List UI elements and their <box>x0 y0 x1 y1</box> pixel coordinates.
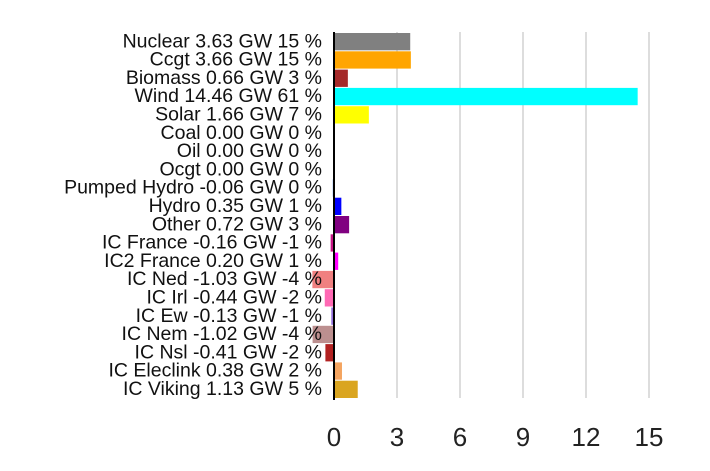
category-label: Solar 1.66 GW 7 % <box>155 104 322 126</box>
bar-ic-nem <box>312 325 334 344</box>
category-label: IC France -0.16 GW -1 % <box>102 232 322 254</box>
x-tick-label: 3 <box>390 422 404 452</box>
bar-ic-eleclink <box>334 362 342 380</box>
bar-ic-ew <box>331 307 334 325</box>
category-label: Nuclear 3.63 GW 15 % <box>123 30 322 52</box>
category-label: IC Nem -1.02 GW -4 % <box>122 323 322 345</box>
category-label: Hydro 0.35 GW 1 % <box>149 195 322 217</box>
bar-ic-france <box>330 234 334 252</box>
category-label: Biomass 0.66 GW 3 % <box>126 67 322 89</box>
x-tick-label: 6 <box>453 422 467 452</box>
bar-ic-viking <box>334 380 358 398</box>
category-label: Pumped Hydro -0.06 GW 0 % <box>64 177 322 199</box>
category-label: Other 0.72 GW 3 % <box>152 213 322 235</box>
category-label: IC Eleclink 0.38 GW 2 % <box>109 360 323 382</box>
x-tick-label: 12 <box>572 422 601 452</box>
category-label: Coal 0.00 GW 0 % <box>161 122 322 144</box>
category-label: Wind 14.46 GW 61 % <box>135 85 323 107</box>
bar-biomass <box>334 69 348 87</box>
x-tick-label: 15 <box>635 422 664 452</box>
bar-ic2-france <box>334 252 339 270</box>
category-label: Ocgt 0.00 GW 0 % <box>159 158 322 180</box>
bar-wind <box>334 87 638 106</box>
category-label: IC Ew -0.13 GW -1 % <box>136 305 322 327</box>
category-label: IC Viking 1.13 GW 5 % <box>123 378 322 400</box>
category-label: IC Nsl -0.41 GW -2 % <box>135 341 322 363</box>
bar-ccgt <box>334 51 411 69</box>
bar-nuclear <box>334 33 411 51</box>
category-label: Ccgt 3.66 GW 15 % <box>150 49 322 71</box>
category-label: IC Ned -1.03 GW -4 % <box>127 268 322 290</box>
category-label: Oil 0.00 GW 0 % <box>177 140 322 162</box>
category-label: IC2 France 0.20 GW 1 % <box>104 250 322 272</box>
bar-other <box>334 216 350 234</box>
bar-solar <box>334 106 369 124</box>
x-tick-label: 9 <box>516 422 530 452</box>
bar-ic-nsl <box>325 344 334 362</box>
category-label: IC Irl -0.44 GW -2 % <box>146 287 322 309</box>
bar-ic-ned <box>312 270 334 289</box>
bar-ic-irl <box>324 289 334 307</box>
x-tick-label: 0 <box>327 422 341 452</box>
bar-hydro <box>334 197 342 215</box>
